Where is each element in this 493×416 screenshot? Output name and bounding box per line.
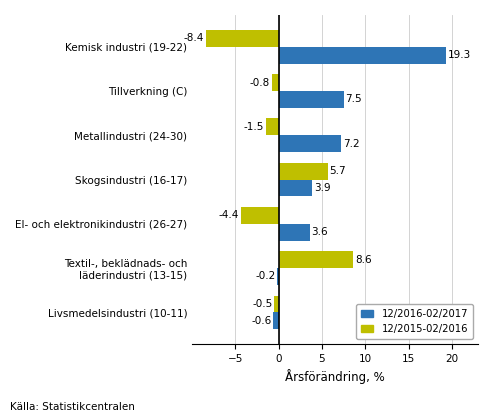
Bar bbox=[272, 74, 279, 91]
Bar bbox=[266, 119, 279, 135]
Bar bbox=[279, 47, 446, 64]
Text: -0.8: -0.8 bbox=[250, 78, 270, 88]
Text: 7.2: 7.2 bbox=[343, 139, 359, 149]
Bar bbox=[279, 91, 344, 108]
Text: -0.5: -0.5 bbox=[252, 299, 273, 309]
Bar bbox=[279, 224, 310, 240]
Text: 3.6: 3.6 bbox=[312, 227, 328, 237]
Text: -0.6: -0.6 bbox=[251, 316, 272, 326]
Bar bbox=[279, 251, 353, 268]
Text: 5.7: 5.7 bbox=[330, 166, 346, 176]
Bar bbox=[279, 163, 328, 180]
Bar bbox=[274, 295, 279, 312]
Text: Källa: Statistikcentralen: Källa: Statistikcentralen bbox=[10, 402, 135, 412]
Text: 3.9: 3.9 bbox=[314, 183, 331, 193]
Bar bbox=[206, 30, 279, 47]
Text: -4.4: -4.4 bbox=[218, 210, 239, 220]
Bar bbox=[277, 268, 279, 285]
Text: 8.6: 8.6 bbox=[355, 255, 371, 265]
Bar bbox=[241, 207, 279, 224]
Text: -0.2: -0.2 bbox=[255, 272, 276, 282]
Text: 7.5: 7.5 bbox=[345, 94, 362, 104]
Text: 19.3: 19.3 bbox=[448, 50, 471, 60]
Bar bbox=[279, 180, 313, 196]
X-axis label: Årsförändring, %: Årsförändring, % bbox=[285, 369, 385, 384]
Bar bbox=[274, 312, 279, 329]
Legend: 12/2016-02/2017, 12/2015-02/2016: 12/2016-02/2017, 12/2015-02/2016 bbox=[356, 304, 473, 339]
Text: -8.4: -8.4 bbox=[184, 33, 204, 43]
Text: -1.5: -1.5 bbox=[244, 122, 264, 132]
Bar bbox=[279, 135, 341, 152]
